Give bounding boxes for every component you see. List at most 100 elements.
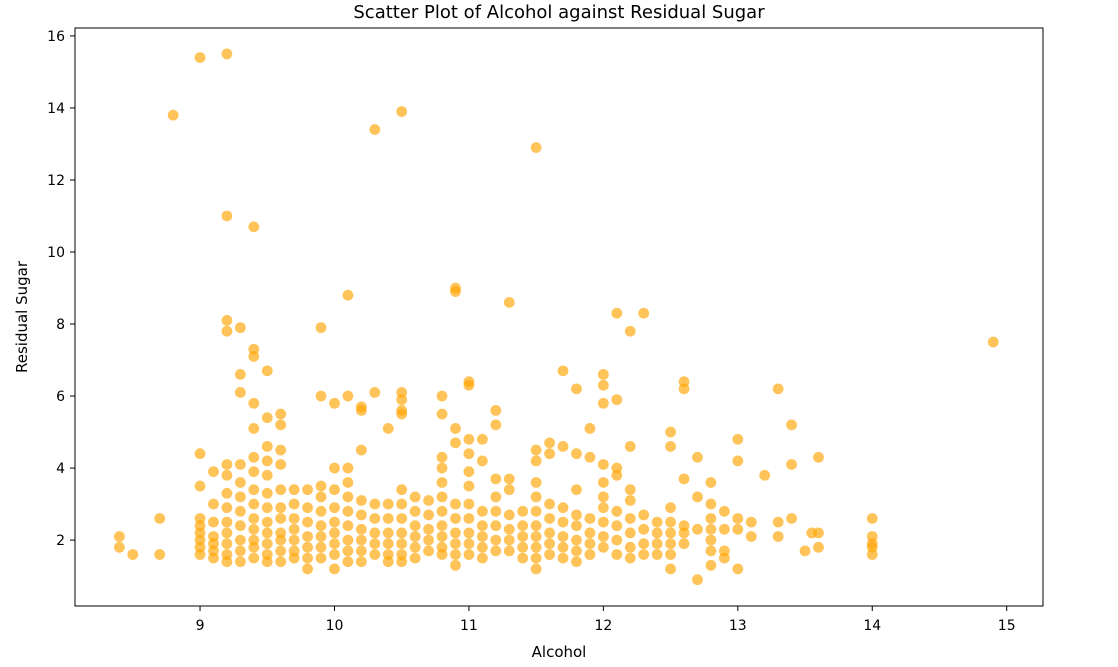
- data-point: [302, 552, 313, 564]
- data-point: [732, 523, 744, 535]
- data-point: [530, 505, 542, 517]
- data-point: [396, 556, 408, 568]
- data-point: [530, 491, 542, 503]
- data-point: [557, 516, 569, 528]
- data-point: [571, 545, 582, 557]
- data-point: [329, 538, 340, 550]
- data-point: [208, 498, 219, 510]
- data-point: [490, 419, 502, 431]
- data-point: [503, 297, 515, 308]
- data-point: [369, 549, 381, 560]
- data-point: [866, 513, 878, 524]
- data-point: [987, 336, 999, 348]
- data-point: [221, 487, 233, 499]
- data-point: [275, 419, 287, 431]
- data-point: [463, 538, 475, 550]
- data-point: [329, 549, 340, 560]
- data-point: [611, 394, 623, 406]
- data-point: [275, 484, 287, 496]
- data-point: [692, 574, 703, 586]
- data-point: [221, 469, 233, 481]
- data-point: [544, 437, 555, 449]
- data-point: [261, 538, 273, 550]
- y-tick-label: 14: [47, 101, 65, 117]
- data-point: [557, 552, 569, 564]
- data-point: [355, 523, 367, 535]
- data-point: [463, 527, 475, 539]
- data-point: [248, 397, 260, 409]
- data-point: [638, 538, 650, 550]
- data-point: [651, 527, 663, 539]
- data-point: [571, 448, 582, 460]
- data-point: [436, 451, 448, 463]
- data-point: [194, 549, 206, 560]
- data-point: [490, 505, 502, 517]
- data-point: [261, 487, 273, 499]
- data-point: [705, 559, 717, 571]
- data-point: [584, 451, 596, 463]
- data-point: [705, 545, 717, 557]
- data-point: [557, 365, 569, 377]
- data-point: [248, 451, 260, 463]
- data-point: [248, 423, 260, 434]
- data-point: [503, 545, 515, 557]
- data-point: [248, 513, 260, 524]
- data-point: [571, 383, 582, 395]
- data-point: [234, 520, 246, 532]
- data-point: [476, 552, 488, 564]
- data-point: [476, 520, 488, 532]
- data-point: [409, 552, 421, 564]
- data-point: [234, 556, 246, 568]
- data-point: [355, 405, 367, 416]
- data-point: [315, 491, 327, 503]
- data-point: [436, 477, 448, 488]
- data-point: [463, 498, 475, 510]
- data-point: [355, 545, 367, 557]
- data-point: [530, 455, 542, 467]
- data-point: [530, 552, 542, 564]
- data-point: [329, 527, 340, 539]
- data-point: [167, 109, 179, 121]
- data-point: [436, 491, 448, 503]
- data-point: [221, 556, 233, 568]
- data-point: [651, 549, 663, 560]
- data-point: [450, 549, 461, 560]
- data-point: [463, 466, 475, 478]
- data-point: [624, 325, 636, 337]
- data-point: [490, 545, 502, 557]
- data-point: [154, 549, 166, 560]
- data-point: [194, 448, 206, 460]
- data-point: [409, 531, 421, 542]
- data-point: [597, 516, 609, 528]
- y-tick-label: 10: [47, 245, 65, 261]
- data-point: [638, 549, 650, 560]
- data-point: [665, 502, 676, 514]
- x-tick-label: 11: [460, 618, 478, 634]
- data-point: [342, 390, 354, 402]
- data-point: [786, 459, 797, 470]
- data-point: [813, 451, 824, 463]
- data-point: [597, 379, 609, 391]
- data-point: [745, 531, 757, 542]
- data-point: [490, 520, 502, 532]
- data-point: [490, 473, 502, 485]
- data-point: [275, 444, 287, 456]
- data-point: [409, 505, 421, 517]
- data-point: [315, 480, 327, 492]
- data-point: [678, 538, 690, 550]
- data-point: [772, 516, 784, 528]
- data-point: [732, 455, 744, 467]
- x-tick-label: 10: [326, 618, 344, 634]
- x-axis-title: Alcohol: [532, 643, 587, 661]
- data-point: [611, 549, 623, 560]
- data-point: [530, 477, 542, 488]
- data-point: [624, 513, 636, 524]
- data-point: [611, 307, 623, 319]
- data-point: [221, 538, 233, 550]
- data-point: [450, 423, 461, 434]
- data-point: [302, 502, 313, 514]
- data-point: [732, 563, 744, 575]
- data-point: [315, 552, 327, 564]
- data-point: [813, 541, 824, 553]
